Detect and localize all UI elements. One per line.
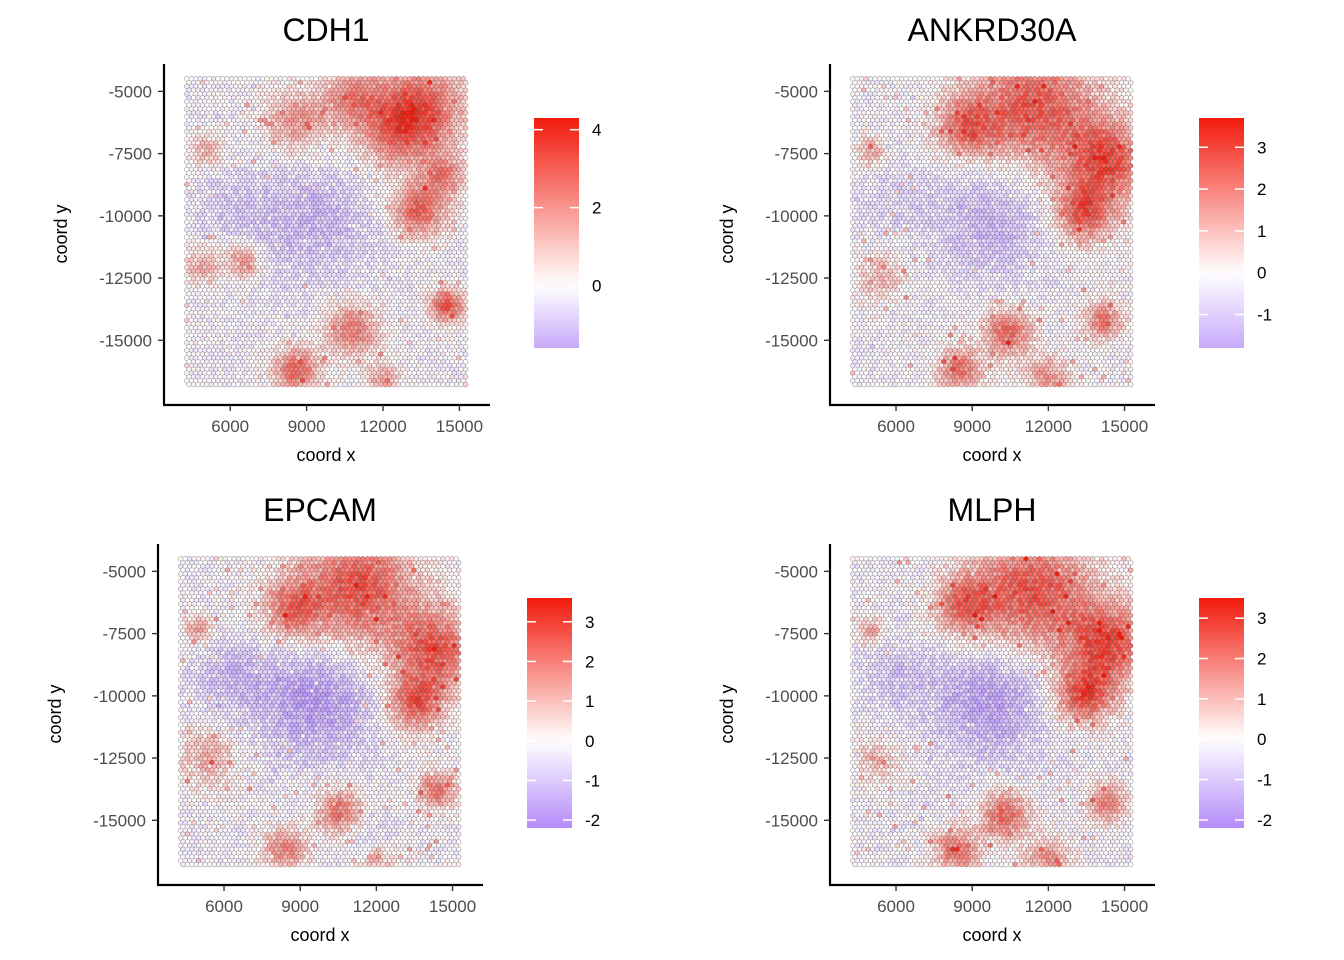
spot-layer bbox=[184, 76, 469, 388]
panel-title: CDH1 bbox=[282, 12, 369, 48]
panel-cdh1: CDH1 6000 9000 12000 15000 -5000-7500-10000… bbox=[51, 12, 601, 465]
